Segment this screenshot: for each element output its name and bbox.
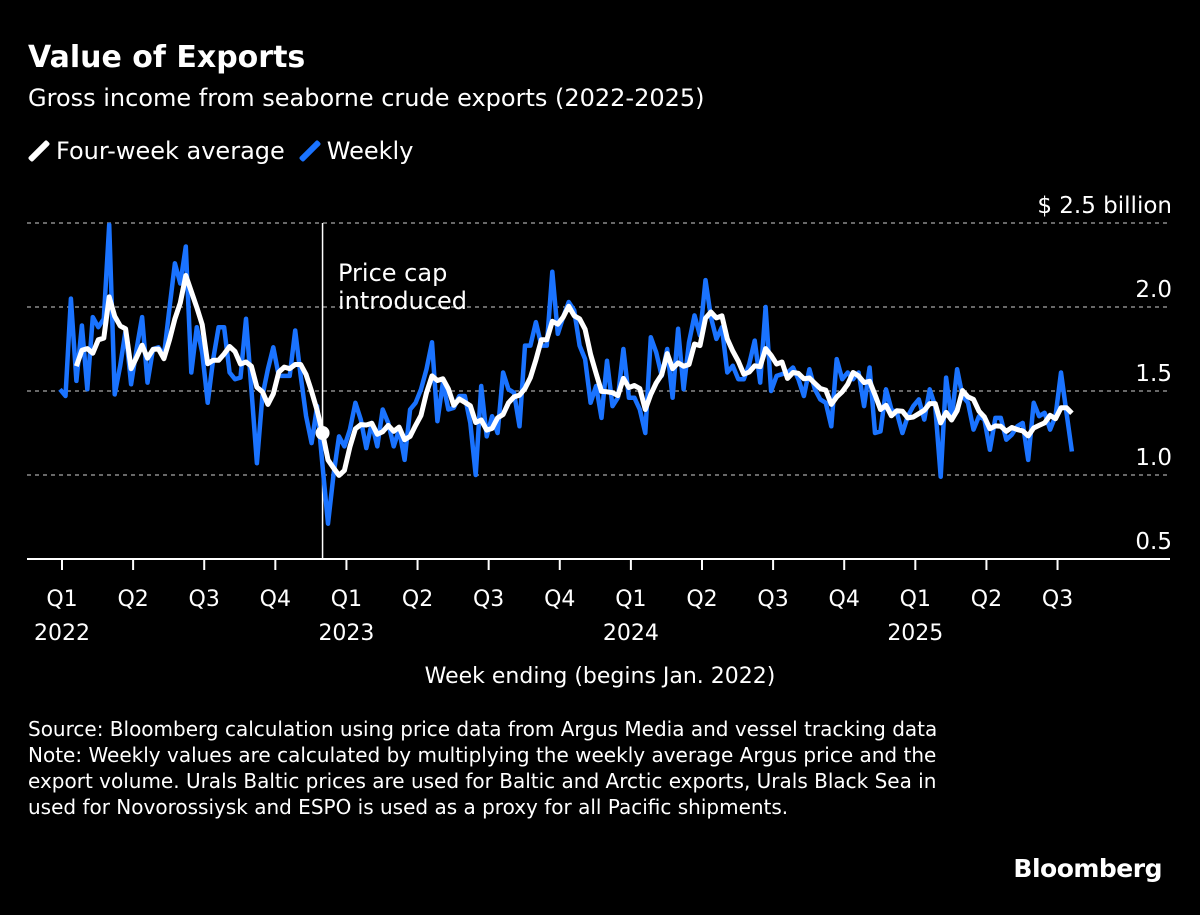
x-tick-year-label: 2023 <box>318 621 374 646</box>
x-tick-label: Q2 <box>117 587 148 612</box>
annotation-line2: introduced <box>338 287 467 315</box>
x-tick-label: Q2 <box>971 587 1002 612</box>
y-tick-label: 1.0 <box>1135 445 1172 471</box>
source-note: Source: Bloomberg calculation using pric… <box>28 717 938 741</box>
chart-title: Value of Exports <box>28 40 306 75</box>
y-tick-label: 0.5 <box>1135 529 1172 555</box>
x-tick-label: Q2 <box>686 587 717 612</box>
x-tick-label: Q2 <box>402 587 433 612</box>
x-tick-label: Q1 <box>46 587 77 612</box>
x-tick-year-label: 2025 <box>887 621 943 646</box>
x-tick-year-label: 2022 <box>34 621 90 646</box>
methodology-note: Note: Weekly values are calculated by mu… <box>28 743 937 819</box>
chart-subtitle: Gross income from seaborne crude exports… <box>28 84 705 112</box>
x-tick-label: Q3 <box>1042 587 1073 612</box>
legend-label: Four-week average <box>56 137 285 165</box>
price-cap-marker-dot <box>315 426 330 440</box>
legend-label: Weekly <box>326 137 414 165</box>
x-tick-label: Q1 <box>331 587 362 612</box>
series-four-week-average-line <box>74 273 1074 478</box>
x-tick-label: Q1 <box>615 587 646 612</box>
y-tick-label: $ 2.5 billion <box>1037 193 1172 219</box>
legend-item-weekly: Weekly <box>298 137 414 165</box>
legend-item-four-week-average: Four-week average <box>27 137 285 165</box>
x-axis-title: Week ending (begins Jan. 2022) <box>424 664 776 689</box>
legend: Four-week average Weekly <box>27 137 427 165</box>
series-weekly-line <box>58 222 1075 526</box>
annotation-line1: Price cap <box>338 259 447 287</box>
footer: Source: Bloomberg calculation using pric… <box>28 716 948 820</box>
x-tick-label: Q4 <box>829 587 860 612</box>
x-tick-year-label: 2024 <box>603 621 659 646</box>
y-tick-label: 2.0 <box>1135 277 1172 303</box>
y-tick-label: 1.5 <box>1135 361 1172 387</box>
x-tick-label: Q3 <box>189 587 220 612</box>
x-tick-label: Q3 <box>473 587 504 612</box>
x-tick-label: Q4 <box>260 587 291 612</box>
x-tick-label: Q4 <box>544 587 575 612</box>
bloomberg-logo: Bloomberg <box>1013 854 1162 883</box>
x-tick-label: Q3 <box>757 587 788 612</box>
x-tick-label: Q1 <box>900 587 931 612</box>
